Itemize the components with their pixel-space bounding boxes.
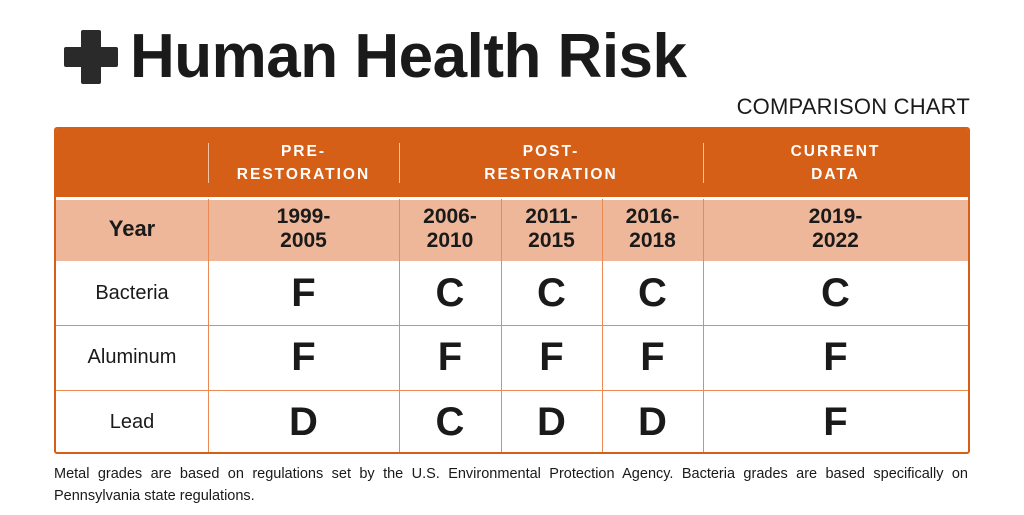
grade-cell: F bbox=[291, 270, 316, 315]
header-divider bbox=[399, 143, 400, 183]
grade-cell: F bbox=[437, 335, 463, 379]
year-header: 1999- 2005 bbox=[276, 205, 331, 252]
grid-vline bbox=[399, 199, 400, 452]
grade-cell: F bbox=[640, 335, 665, 379]
page-subtitle: COMPARISON CHART bbox=[736, 94, 970, 119]
grade-cell: F bbox=[291, 335, 316, 379]
row-label: Aluminum bbox=[87, 346, 177, 368]
grade-cell: D bbox=[289, 399, 318, 444]
header-divider bbox=[208, 143, 209, 183]
grade-table: PRE- RESTORATION POST- RESTORATION CURRENT… bbox=[54, 127, 970, 454]
grade-cell: F bbox=[539, 335, 564, 379]
grade-cell: D bbox=[638, 399, 667, 444]
grade-cell: D bbox=[537, 399, 566, 444]
row-label: Bacteria bbox=[95, 281, 169, 304]
group-header: CURRENT DATA bbox=[790, 143, 881, 183]
year-header: 2019- 2022 bbox=[808, 205, 863, 252]
grade-cell: C bbox=[537, 270, 566, 315]
row-header-label: Year bbox=[108, 216, 156, 241]
year-header: 2006- 2010 bbox=[423, 205, 477, 252]
year-header: 2011- 2015 bbox=[525, 205, 578, 252]
header-divider bbox=[703, 143, 704, 183]
title-row: Human Health Risk bbox=[64, 22, 687, 92]
page-title: Human Health Risk bbox=[130, 22, 687, 91]
cross-icon bbox=[64, 30, 118, 84]
grade-cell: C bbox=[638, 270, 667, 315]
footnote: Metal grades are based on regulations se… bbox=[54, 466, 968, 504]
grid-hline bbox=[56, 325, 968, 326]
group-header: PRE- RESTORATION bbox=[236, 143, 371, 183]
grid-vline bbox=[602, 199, 603, 452]
grade-cell: C bbox=[435, 270, 465, 315]
row-label: Lead bbox=[109, 410, 155, 433]
year-header: 2016- 2018 bbox=[625, 205, 680, 252]
grid-hline bbox=[56, 390, 968, 391]
grade-cell: C bbox=[435, 399, 465, 444]
grid-vline bbox=[501, 199, 502, 452]
grid-vline bbox=[703, 199, 704, 452]
grid-vline bbox=[208, 199, 209, 452]
grade-cell: C bbox=[821, 270, 850, 315]
grade-cell: F bbox=[823, 399, 848, 444]
group-header: POST- RESTORATION bbox=[484, 143, 618, 183]
grade-cell: F bbox=[823, 335, 848, 379]
